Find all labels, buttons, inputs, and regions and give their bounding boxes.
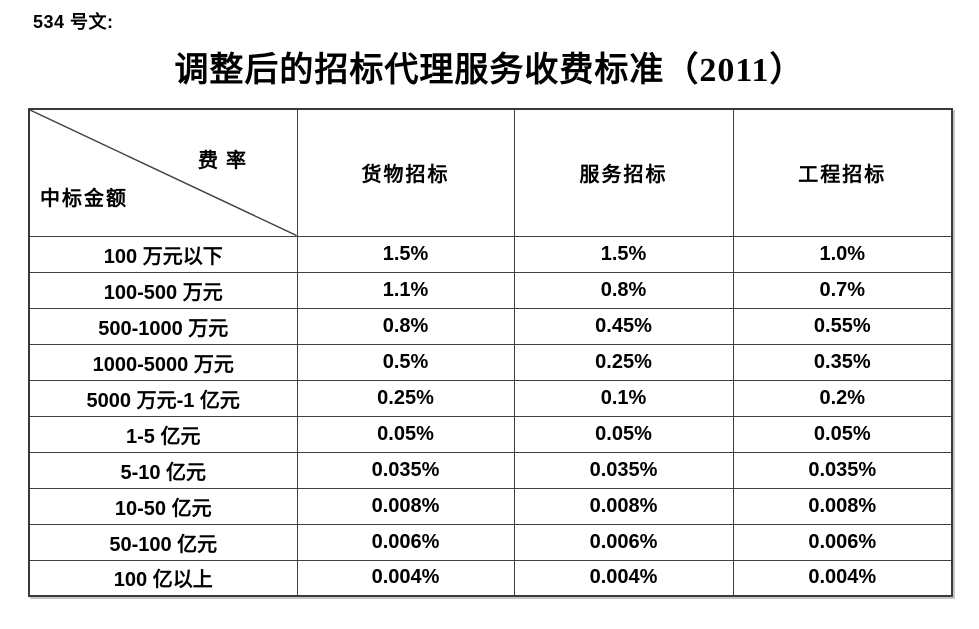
fee-rate-table: 费率 中标金额 货物招标 服务招标 工程招标 100 万元以下 1.5% 1.5… [28,108,953,597]
table-row: 5000 万元-1 亿元 0.25% 0.1% 0.2% [28,379,953,417]
value-cell: 0.8% [513,271,734,309]
table-row: 10-50 亿元 0.008% 0.008% 0.008% [28,487,953,525]
amount-cell: 50-100 亿元 [28,523,298,561]
value-cell: 0.25% [513,343,734,381]
value-cell: 0.45% [513,307,734,345]
corner-label-rate: 费率 [198,150,254,172]
corner-header-cell: 费率 中标金额 [28,108,298,237]
value-cell: 0.05% [296,415,515,453]
column-header-works: 工程招标 [732,108,953,237]
table-row: 50-100 亿元 0.006% 0.006% 0.006% [28,523,953,561]
amount-cell: 100-500 万元 [28,271,298,309]
value-cell: 0.008% [513,487,734,525]
value-cell: 0.2% [732,379,953,417]
value-cell: 0.8% [296,307,515,345]
value-cell: 0.35% [732,343,953,381]
value-cell: 0.035% [513,451,734,489]
column-header-goods: 货物招标 [296,108,515,237]
doc-number-label: 534 号文: [33,12,114,32]
value-cell: 1.1% [296,271,515,309]
table-row: 100-500 万元 1.1% 0.8% 0.7% [28,271,953,309]
table-row: 1000-5000 万元 0.5% 0.25% 0.35% [28,343,953,381]
value-cell: 0.7% [732,271,953,309]
table-header-row: 费率 中标金额 货物招标 服务招标 工程招标 [28,108,953,237]
corner-label-amount: 中标金额 [40,188,128,210]
amount-cell: 5-10 亿元 [28,451,298,489]
table-row: 100 万元以下 1.5% 1.5% 1.0% [28,235,953,273]
value-cell: 0.1% [513,379,734,417]
value-cell: 0.006% [513,523,734,561]
value-cell: 0.004% [732,559,953,597]
value-cell: 0.05% [732,415,953,453]
value-cell: 0.05% [513,415,734,453]
page-title: 调整后的招标代理服务收费标准（2011） [174,52,805,89]
amount-cell: 10-50 亿元 [28,487,298,525]
amount-cell: 1-5 亿元 [28,415,298,453]
value-cell: 1.5% [513,235,734,273]
table-row: 1-5 亿元 0.05% 0.05% 0.05% [28,415,953,453]
value-cell: 0.004% [513,559,734,597]
value-cell: 0.55% [732,307,953,345]
value-cell: 0.008% [296,487,515,525]
value-cell: 1.5% [296,235,515,273]
value-cell: 0.035% [732,451,953,489]
value-cell: 0.035% [296,451,515,489]
value-cell: 0.25% [296,379,515,417]
value-cell: 0.008% [732,487,953,525]
value-cell: 0.004% [296,559,515,597]
table-row: 500-1000 万元 0.8% 0.45% 0.55% [28,307,953,345]
amount-cell: 500-1000 万元 [28,307,298,345]
amount-cell: 1000-5000 万元 [28,343,298,381]
value-cell: 1.0% [732,235,953,273]
table-row: 5-10 亿元 0.035% 0.035% 0.035% [28,451,953,489]
amount-cell: 100 亿以上 [28,559,298,597]
document-page: 534 号文: 调整后的招标代理服务收费标准（2011） 费率 中标金额 货物招… [28,10,953,597]
table-row: 100 亿以上 0.004% 0.004% 0.004% [28,559,953,597]
value-cell: 0.5% [296,343,515,381]
value-cell: 0.006% [296,523,515,561]
column-header-service: 服务招标 [513,108,734,237]
diagonal-divider-line [30,110,297,236]
amount-cell: 100 万元以下 [28,235,298,273]
value-cell: 0.006% [732,523,953,561]
amount-cell: 5000 万元-1 亿元 [28,379,298,417]
